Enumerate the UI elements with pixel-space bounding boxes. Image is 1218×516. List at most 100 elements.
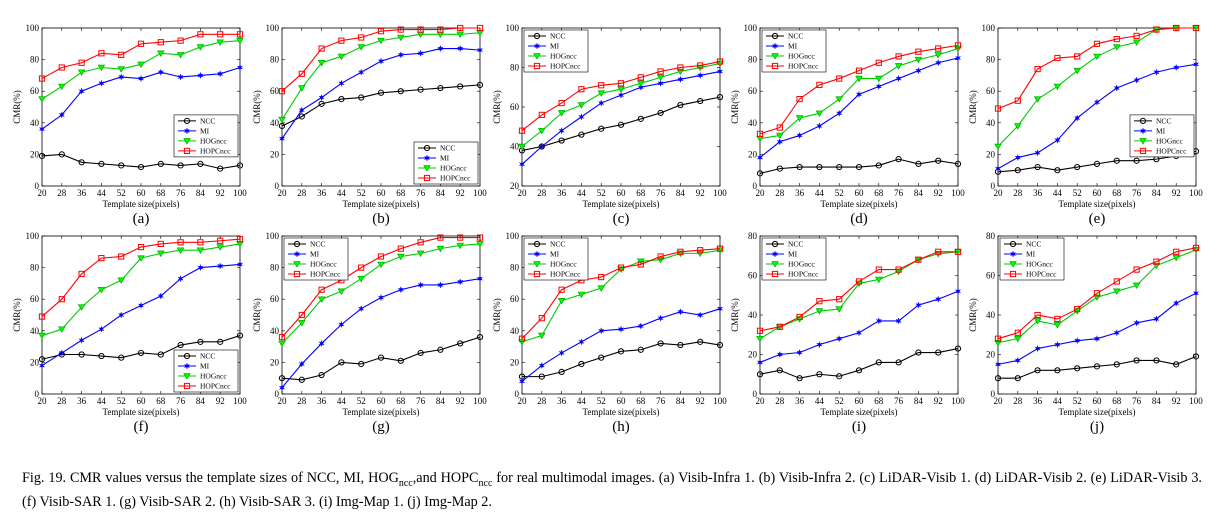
data-point-hogncc	[815, 308, 824, 315]
data-point-ncc	[538, 373, 545, 380]
panel-label: (h)	[612, 419, 630, 435]
data-point-ncc	[197, 338, 204, 345]
x-tick-label: 76	[416, 396, 426, 406]
y-tick-label: 0	[991, 181, 996, 191]
x-tick-label: 68	[156, 188, 166, 198]
plot-area-frame	[997, 27, 1197, 187]
data-point-ncc	[776, 367, 783, 374]
data-point-mi	[278, 134, 286, 143]
data-point-hopcncc	[397, 245, 404, 252]
data-point-mi	[994, 360, 1002, 369]
data-point-ncc	[417, 86, 424, 93]
data-point-ncc	[697, 97, 704, 105]
x-tick-label: 52	[835, 396, 844, 406]
data-point-hopcncc	[558, 99, 565, 107]
data-point-hopcncc	[118, 253, 125, 260]
series-line-hogncc	[41, 40, 241, 100]
x-tick-label: 28	[1013, 188, 1023, 198]
data-point-ncc	[298, 113, 305, 120]
data-point-hogncc	[337, 288, 346, 295]
data-point-ncc	[895, 359, 902, 366]
data-point-ncc	[994, 375, 1002, 382]
x-tick-label: 44	[1053, 396, 1063, 406]
data-point-hopcncc	[397, 26, 404, 33]
legend-entry: NCC	[310, 240, 325, 249]
x-tick-label: 20	[518, 188, 528, 198]
y-tick-label: 100	[26, 23, 40, 33]
y-tick-label: 80	[270, 55, 280, 65]
data-point-ncc	[578, 131, 585, 138]
data-point-hopcncc	[298, 70, 305, 77]
data-point-hopcncc	[657, 68, 664, 75]
chart-panel: 20 28 36 44 52 60 68 76 84 92 100020406080100Templ…	[252, 231, 487, 435]
data-point-hogncc	[377, 261, 385, 269]
data-point-mi	[457, 44, 464, 53]
x-tick-label: 52	[597, 188, 606, 198]
data-point-hopcncc	[417, 26, 424, 33]
data-point-mi	[637, 83, 644, 91]
data-point-hopcncc	[278, 88, 286, 95]
data-point-hogncc	[1093, 53, 1101, 61]
data-point-hogncc	[77, 304, 86, 311]
legend-marker	[423, 144, 431, 152]
x-tick-label: 20	[756, 188, 766, 198]
y-axis-label: CMR(%)	[968, 90, 978, 124]
x-tick-label: 20	[994, 396, 1004, 406]
x-tick-label: 92	[456, 188, 465, 198]
x-tick-label: 92	[934, 396, 943, 406]
y-tick-label: 20	[986, 149, 996, 159]
chart-panel: 20 28 36 44 52 60 68 76 84 92 100020406080100Templ…	[968, 23, 1203, 227]
data-point-ncc	[954, 345, 962, 352]
x-tick-label: 52	[117, 188, 126, 198]
legend-entry: HOGncc	[200, 372, 227, 381]
data-point-hopcncc	[1113, 278, 1120, 285]
data-point-hogncc	[396, 34, 405, 42]
x-tick-label: 60	[1093, 188, 1103, 198]
y-tick-label: 60	[748, 86, 758, 96]
data-point-mi	[538, 142, 545, 151]
y-tick-label: 60	[30, 294, 40, 304]
data-point-ncc	[1192, 353, 1200, 360]
legend-entry: MI	[788, 250, 798, 259]
data-point-ncc	[1093, 363, 1101, 370]
y-tick-label: 20	[30, 149, 40, 159]
legend-marker	[1009, 240, 1017, 248]
data-point-hopcncc	[1093, 290, 1101, 297]
legend-marker	[293, 250, 301, 258]
data-point-hopcncc	[617, 80, 625, 87]
data-point-hogncc	[756, 335, 764, 343]
data-point-mi	[1014, 356, 1021, 365]
data-point-mi	[1093, 98, 1101, 106]
data-point-mi	[617, 91, 625, 99]
data-point-mi	[518, 160, 526, 168]
data-point-ncc	[836, 373, 843, 380]
legend-entry: MI	[1026, 250, 1036, 259]
data-point-ncc	[137, 163, 145, 171]
data-point-mi	[796, 348, 803, 357]
data-point-hogncc	[835, 306, 844, 313]
x-tick-label: 20	[756, 396, 766, 406]
x-tick-label: 68	[396, 396, 406, 406]
data-point-hopcncc	[875, 266, 882, 273]
x-tick-label: 68	[874, 396, 884, 406]
data-point-hopcncc	[875, 59, 882, 66]
data-point-hopcncc	[716, 245, 724, 252]
y-tick-label: 80	[30, 263, 40, 273]
data-point-hopcncc	[1054, 315, 1061, 323]
data-point-ncc	[756, 170, 764, 177]
series-line-hopcncc	[521, 248, 721, 340]
data-point-ncc	[177, 162, 184, 169]
data-point-hogncc	[278, 116, 286, 124]
data-point-hopcncc	[518, 335, 526, 342]
data-point-mi	[236, 63, 244, 72]
y-tick-label: 80	[748, 231, 758, 241]
data-point-hopcncc	[538, 315, 545, 322]
data-point-ncc	[98, 352, 105, 360]
series-line-hopcncc	[41, 238, 241, 317]
data-point-hopcncc	[38, 313, 46, 320]
data-point-hogncc	[914, 56, 923, 64]
y-tick-label: 60	[510, 294, 520, 304]
